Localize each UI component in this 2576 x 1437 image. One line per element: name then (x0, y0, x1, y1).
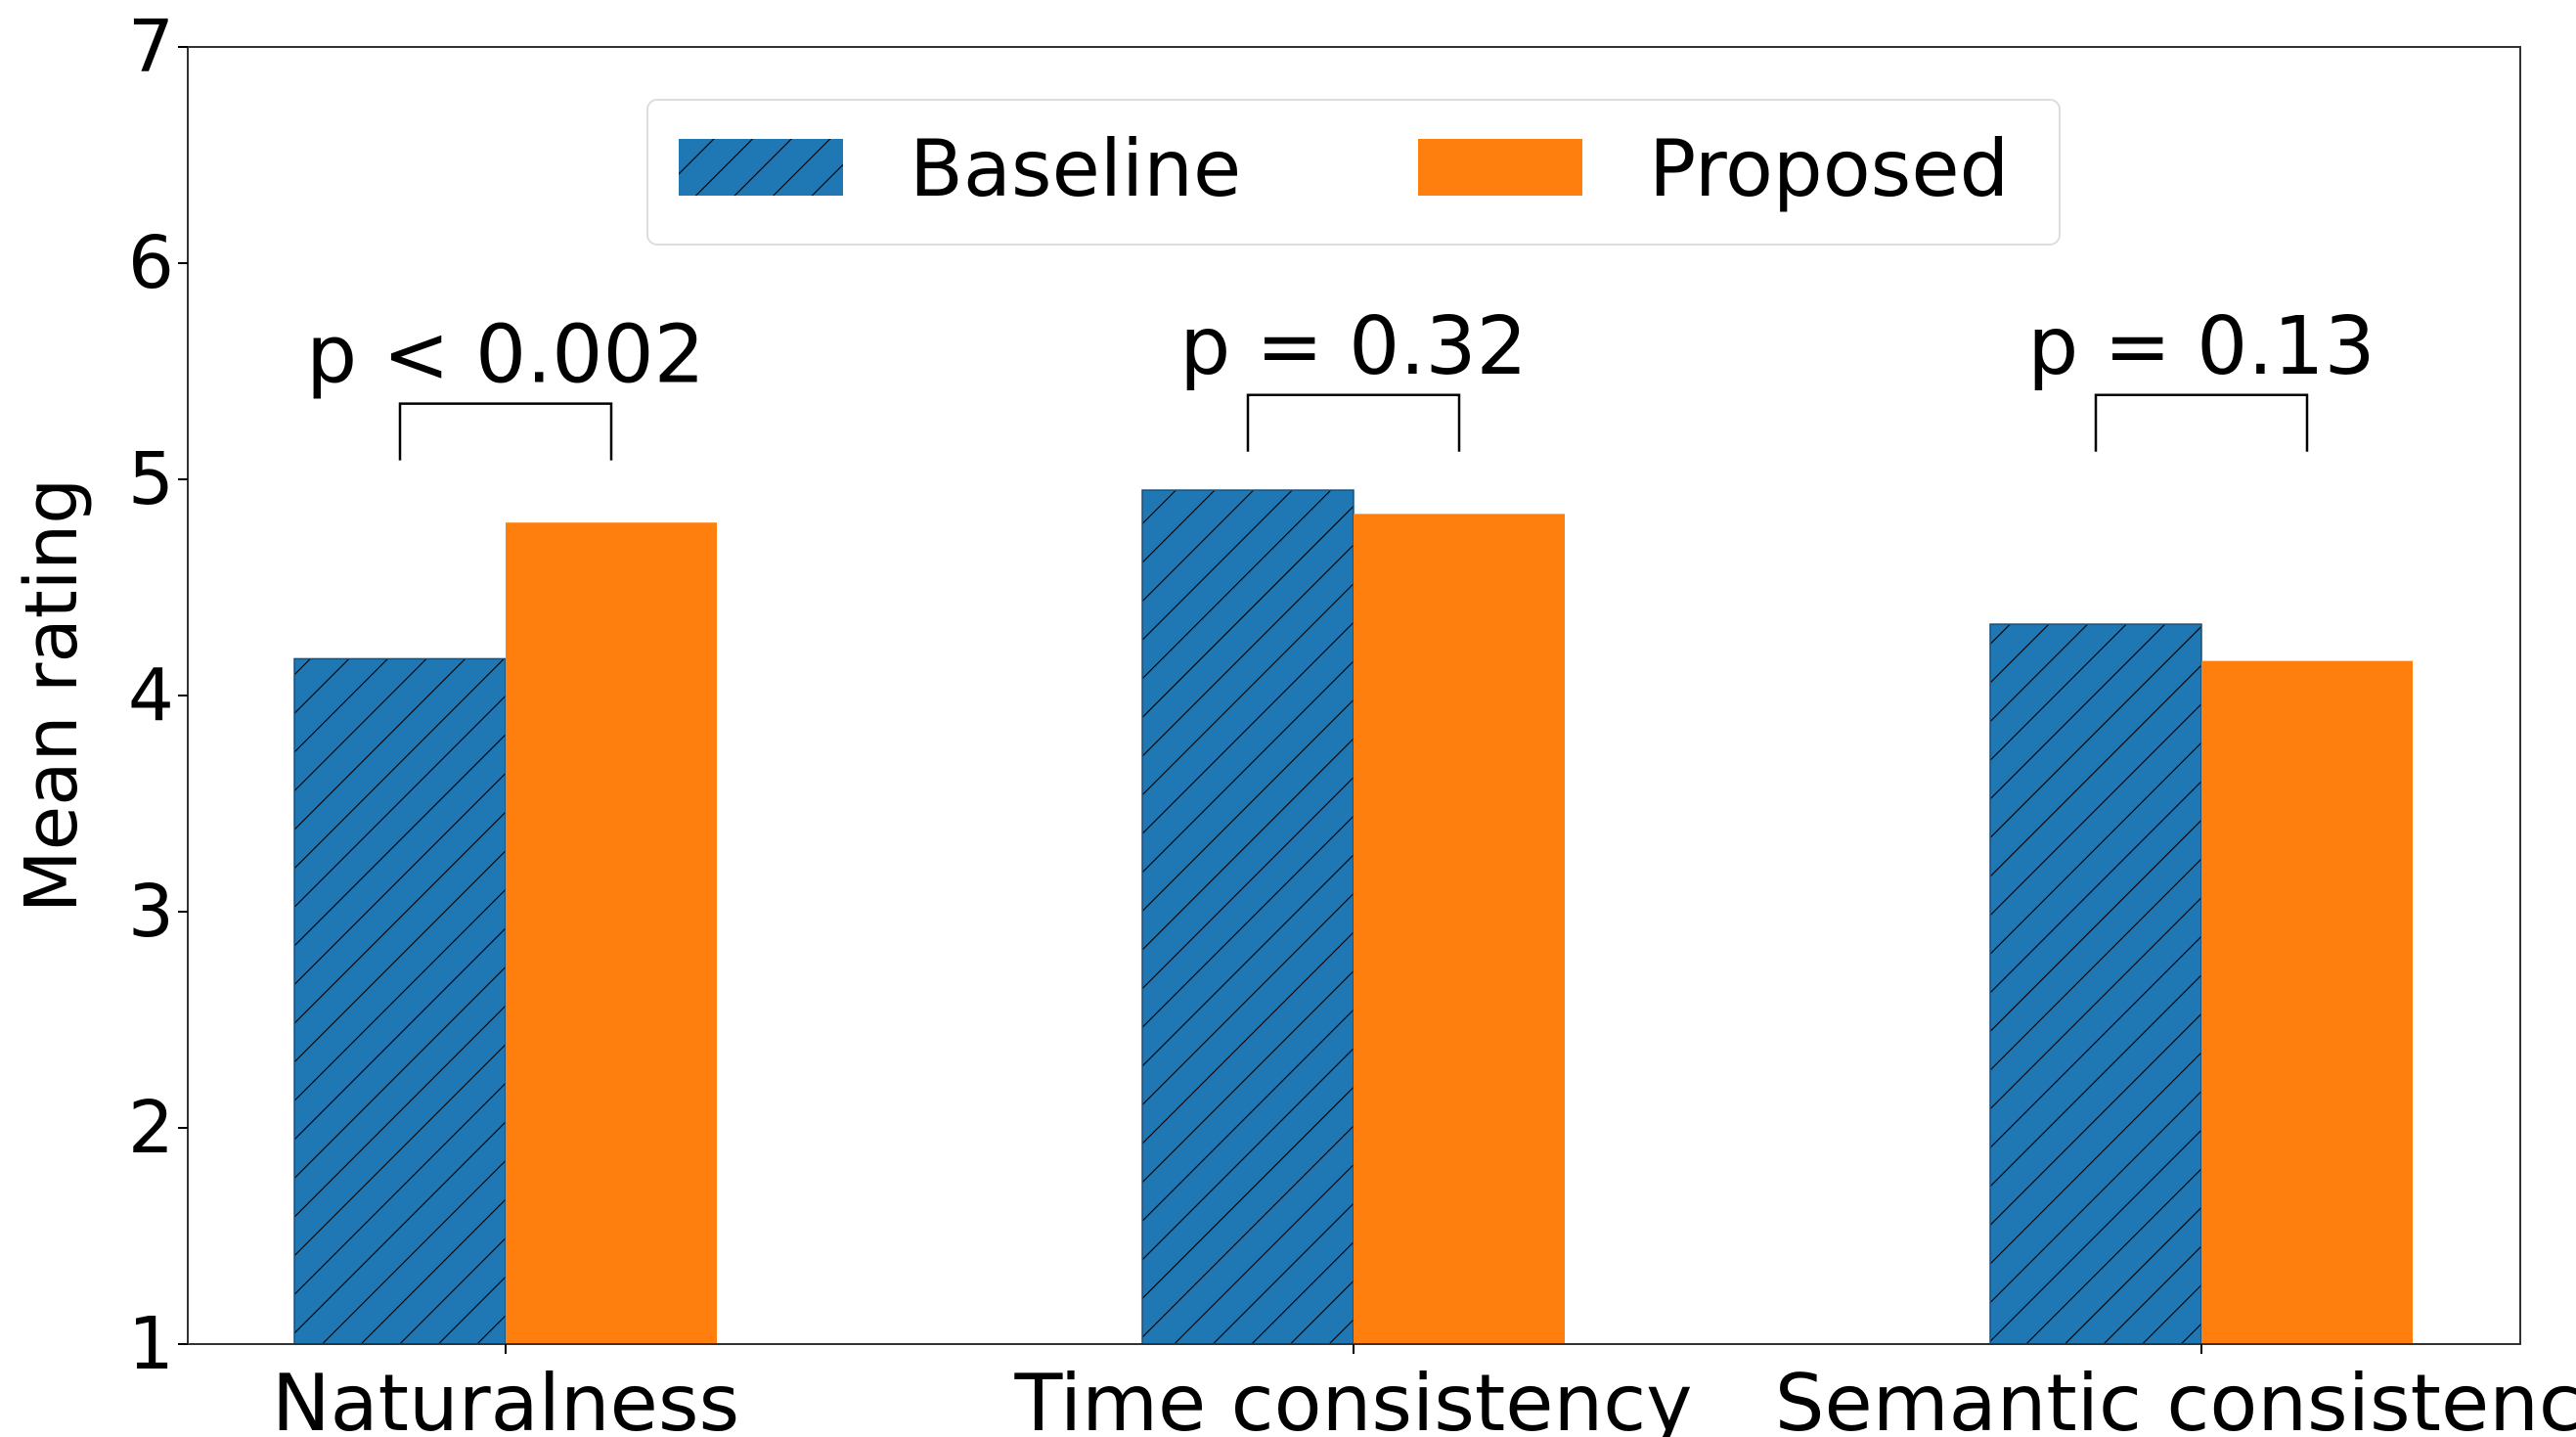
legend-label-proposed: Proposed (1649, 123, 2009, 214)
legend-swatch-baseline (679, 139, 843, 196)
p-value-label-1: p = 0.32 (1179, 300, 1527, 393)
x-tick-label-0: Naturalness (272, 1358, 739, 1437)
y-tick-label-5: 6 (128, 221, 174, 305)
significance-bracket-1 (1246, 393, 1461, 452)
x-tick-label-1: Time consistency (1013, 1358, 1692, 1437)
y-axis-label: Mean rating (10, 478, 94, 913)
p-value-label-0: p < 0.002 (306, 309, 705, 402)
y-tick-label-0: 1 (128, 1302, 174, 1386)
bars (293, 489, 2413, 1345)
legend-box (646, 99, 2061, 246)
legend-swatch-proposed (1418, 139, 1582, 196)
significance-bracket-0 (398, 402, 613, 461)
y-tick-label-4: 5 (128, 437, 174, 521)
annotations: p < 0.002 p = 0.32 p = 0.13 (306, 300, 2376, 461)
bar-baseline-0 (294, 658, 506, 1344)
x-axis: Naturalness Time consistency Semantic cons… (272, 1344, 2576, 1437)
x-tick-label-2: Semantic consistency (1775, 1358, 2576, 1437)
bar-baseline-2 (1990, 624, 2201, 1344)
legend-label-baseline: Baseline (910, 123, 1241, 214)
y-axis: 1 2 3 4 5 6 7 (128, 5, 188, 1386)
p-value-label-2: p = 0.13 (2027, 300, 2375, 393)
y-tick-label-6: 7 (128, 5, 174, 89)
bar-proposed-1 (1354, 514, 1565, 1344)
bar-proposed-0 (506, 522, 717, 1344)
bar-baseline-1 (1142, 490, 1354, 1344)
bar-proposed-2 (2201, 660, 2413, 1344)
y-tick-label-1: 2 (128, 1086, 174, 1170)
y-tick-label-3: 4 (128, 653, 174, 738)
y-tick-label-2: 3 (128, 870, 174, 954)
significance-bracket-2 (2094, 393, 2309, 452)
legend: Baseline Proposed (646, 99, 2061, 246)
